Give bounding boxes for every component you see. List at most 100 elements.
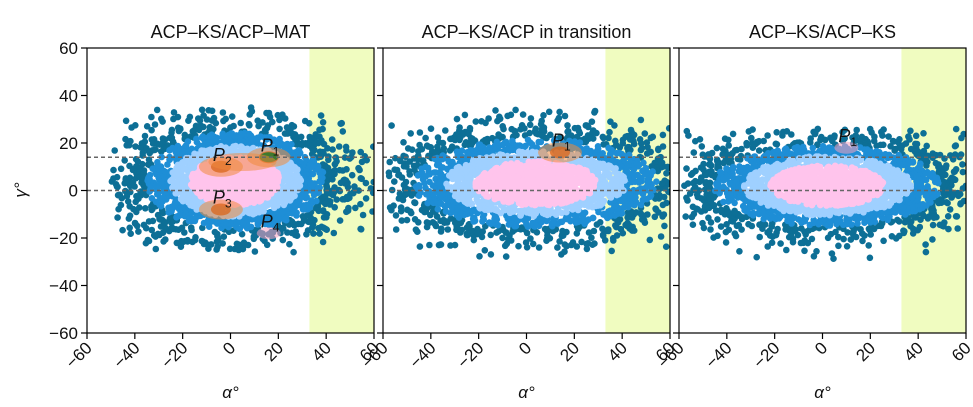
scatter-point	[184, 236, 191, 244]
scatter-point	[113, 173, 121, 181]
scatter-point	[281, 115, 289, 122]
scatter-point	[119, 226, 126, 234]
scatter-point	[561, 241, 569, 248]
scatter-point	[297, 133, 305, 141]
scatter-point	[168, 129, 175, 137]
scatter-point	[437, 241, 445, 248]
scatter-point	[154, 158, 161, 166]
scatter-point	[170, 109, 178, 116]
scatter-point	[114, 183, 121, 191]
scatter-point	[584, 240, 592, 247]
scatter-point	[402, 178, 410, 186]
scatter-point	[630, 140, 638, 148]
scatter-point	[324, 145, 331, 152]
scatter-point	[644, 143, 651, 151]
scatter-point	[207, 241, 215, 248]
scatter-point	[438, 225, 445, 232]
scatter-point	[159, 118, 166, 125]
scatter-point	[605, 226, 612, 233]
y-tick-label: −40	[49, 277, 78, 296]
scatter-point	[329, 146, 336, 153]
scatter-point	[518, 224, 526, 231]
scatter-point	[403, 216, 411, 224]
scatter-point	[639, 167, 646, 175]
scatter-point	[166, 147, 173, 154]
scatter-point	[440, 216, 447, 224]
scatter-point	[400, 139, 407, 146]
scatter-point	[141, 132, 149, 140]
scatter-point	[482, 119, 489, 127]
scatter-point	[211, 228, 219, 236]
scatter-point	[392, 154, 399, 162]
scatter-point	[596, 219, 604, 226]
scatter-point	[416, 243, 424, 250]
scatter-point	[600, 141, 607, 148]
scatter-point	[140, 221, 148, 229]
scatter-point	[411, 216, 419, 223]
scatter-point	[559, 227, 566, 235]
scatter-point	[308, 197, 315, 204]
scatter-point	[554, 117, 561, 124]
scatter-point	[613, 232, 621, 239]
scatter-point	[529, 240, 537, 248]
scatter-point	[117, 201, 125, 209]
scatter-point	[128, 124, 135, 131]
scatter-point	[556, 108, 563, 116]
scatter-point	[426, 241, 433, 249]
scatter-point	[487, 231, 495, 239]
scatter-point	[474, 225, 481, 233]
scatter-point	[630, 186, 637, 194]
scatter-point	[316, 230, 323, 237]
scatter-point	[597, 164, 604, 172]
scatter-point	[543, 134, 550, 142]
scatter-point	[228, 113, 236, 120]
scatter-point	[122, 117, 130, 125]
scatter-point	[663, 170, 670, 177]
scatter-point	[362, 195, 370, 202]
scatter-point	[398, 217, 406, 224]
scatter-point	[319, 119, 327, 126]
scatter-point	[613, 149, 620, 157]
scatter-point	[357, 175, 365, 182]
scatter-point	[655, 146, 662, 154]
scatter-point	[251, 248, 259, 255]
scatter-point	[606, 128, 613, 136]
scatter-point	[519, 111, 527, 118]
scatter-point	[157, 194, 164, 202]
scatter-point	[474, 230, 481, 238]
scatter-point	[481, 247, 489, 254]
scatter-point	[118, 194, 126, 202]
scatter-point	[370, 143, 374, 150]
scatter-point	[500, 125, 507, 133]
scatter-point	[146, 149, 153, 157]
scatter-point	[433, 154, 441, 162]
scatter-point	[588, 118, 596, 125]
scatter-point	[540, 112, 547, 119]
scatter-point	[429, 219, 437, 226]
scatter-point	[515, 242, 522, 250]
scatter-point	[355, 164, 362, 172]
scatter-point	[276, 125, 283, 133]
scatter-point	[590, 227, 598, 235]
scatter-point	[111, 147, 118, 154]
scatter-point	[492, 107, 499, 114]
scatter-point	[231, 177, 239, 184]
scatter-point	[290, 248, 297, 256]
scatter-point	[407, 208, 414, 215]
x-tick-label: 40	[308, 338, 335, 365]
scatter-point	[336, 166, 344, 174]
scatter-point	[351, 183, 358, 190]
scatter-point	[517, 126, 524, 133]
scatter-point	[357, 148, 365, 156]
scatter-point	[348, 171, 356, 179]
scatter-point	[281, 130, 289, 137]
scatter-point	[415, 182, 423, 189]
scatter-point	[214, 243, 221, 251]
scatter-point	[639, 196, 647, 204]
y-tick-label: −20	[49, 229, 78, 248]
scatter-point	[162, 224, 170, 232]
scatter-point	[310, 230, 317, 237]
scatter-point	[187, 224, 195, 231]
scatter-point	[357, 225, 364, 233]
